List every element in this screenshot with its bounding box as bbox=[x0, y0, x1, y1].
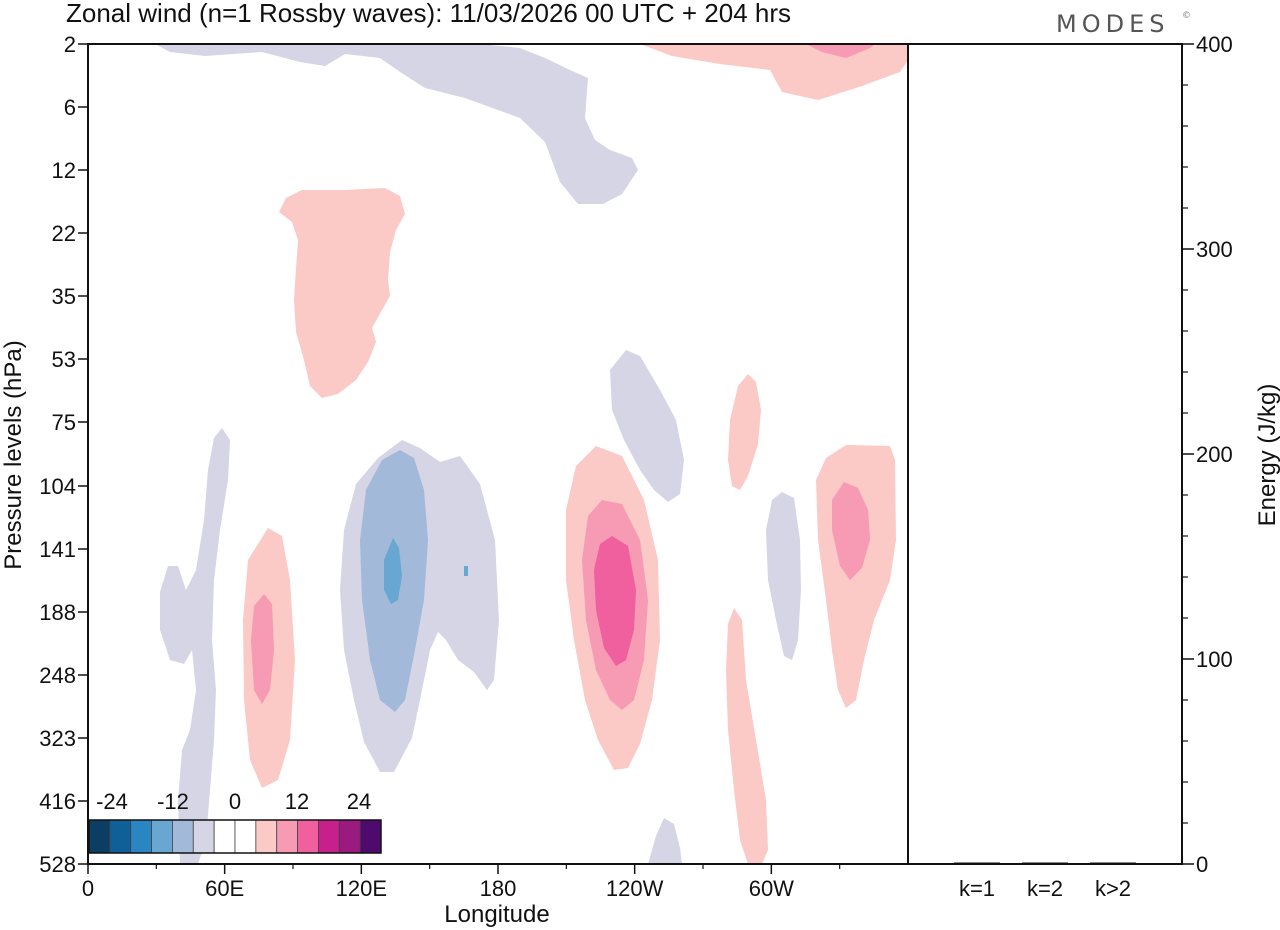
energy-tick-label: 0 bbox=[1196, 852, 1208, 877]
colorbar-swatch bbox=[88, 819, 111, 854]
colorbar-swatch bbox=[338, 819, 361, 854]
contour-neg-bottom bbox=[648, 818, 682, 864]
colorbar-swatch bbox=[172, 819, 194, 854]
contour-neg-left bbox=[160, 428, 230, 864]
longitude-tick-label: 60W bbox=[749, 876, 794, 901]
energy-bar-label: k=1 bbox=[959, 876, 995, 901]
contour-pos-strat bbox=[279, 188, 405, 398]
pressure-tick-label: 188 bbox=[39, 600, 76, 625]
colorbar-swatch bbox=[109, 819, 132, 854]
colorbar-swatch bbox=[192, 819, 215, 854]
longitude-tick-label: 120W bbox=[606, 876, 664, 901]
pressure-tick-label: 6 bbox=[64, 95, 76, 120]
colorbar-swatch bbox=[130, 819, 152, 854]
energy-bar bbox=[1022, 862, 1068, 864]
colorbar-swatch bbox=[359, 819, 382, 854]
pressure-tick-label: 22 bbox=[52, 221, 76, 246]
contour-neg-110w bbox=[610, 350, 684, 502]
pressure-tick-label: 53 bbox=[52, 347, 76, 372]
y-axis-label: Pressure levels (hPa) bbox=[0, 340, 27, 569]
energy-tick-label: 300 bbox=[1196, 237, 1233, 262]
contour-pos-70w bbox=[728, 374, 761, 490]
pressure-tick-label: 104 bbox=[39, 474, 76, 499]
longitude-tick-label: 120E bbox=[336, 876, 387, 901]
colorbar-swatch bbox=[276, 819, 298, 854]
pressure-tick-label: 528 bbox=[39, 852, 76, 877]
contour-neg-top-band bbox=[155, 44, 638, 204]
pressure-tick-label: 75 bbox=[52, 410, 76, 435]
pressure-tick-label: 416 bbox=[39, 789, 76, 814]
pressure-tick-label: 141 bbox=[39, 537, 76, 562]
colorbar-swatch bbox=[234, 819, 257, 854]
colorbar-swatch bbox=[151, 819, 173, 854]
contour-neg-40w bbox=[766, 492, 801, 660]
contour-field bbox=[155, 44, 908, 864]
pressure-tick-label: 35 bbox=[52, 284, 76, 309]
energy-bar bbox=[1090, 862, 1136, 864]
energy-bar-label: k>2 bbox=[1095, 876, 1131, 901]
colorbar-swatch bbox=[318, 819, 340, 854]
longitude-axis: 0 60E 120E 180 120W 60W bbox=[82, 864, 841, 901]
colorbar-label: -12 bbox=[157, 789, 189, 814]
contour-pos-top-right bbox=[640, 44, 908, 100]
energy-bar-label: k=2 bbox=[1027, 876, 1063, 901]
energy-bar bbox=[954, 862, 1000, 864]
energy-tick-label: 200 bbox=[1196, 442, 1233, 467]
colorbar-swatch bbox=[297, 819, 319, 854]
energy-axis-label: Energy (J/kg) bbox=[1254, 384, 1280, 527]
colorbar-swatch bbox=[213, 819, 236, 854]
pressure-tick-label: 323 bbox=[39, 726, 76, 751]
contour-pos-25w-core bbox=[832, 482, 870, 580]
energy-tick-label: 400 bbox=[1196, 32, 1233, 57]
colorbar-label: 0 bbox=[229, 789, 241, 814]
brand-logo: MODES bbox=[1056, 10, 1169, 38]
colorbar-label: 24 bbox=[347, 789, 371, 814]
brand-copyright-mark: © bbox=[1182, 11, 1191, 21]
colorbar-label: -24 bbox=[96, 789, 128, 814]
energy-axis: 0 100 200 300 400 bbox=[1182, 32, 1233, 877]
contour-pos-70w-low bbox=[726, 608, 768, 864]
colorbar-swatch bbox=[255, 819, 278, 854]
contour-neg-speck bbox=[464, 566, 468, 576]
contour-pos-top-right-core bbox=[806, 44, 875, 58]
longitude-tick-label: 180 bbox=[480, 876, 517, 901]
pressure-tick-label: 12 bbox=[52, 158, 76, 183]
pressure-axis: 2 6 12 22 35 53 75 104 141 188 248 323 4… bbox=[39, 32, 88, 877]
longitude-tick-label: 0 bbox=[82, 876, 94, 901]
longitude-tick-label: 60E bbox=[205, 876, 244, 901]
contour-pos-125w-core bbox=[594, 536, 636, 666]
contour-pos-75e-core bbox=[251, 594, 274, 704]
energy-tick-label: 100 bbox=[1196, 647, 1233, 672]
pressure-tick-label: 248 bbox=[39, 663, 76, 688]
x-axis-label: Longitude bbox=[444, 901, 549, 928]
chart-title: Zonal wind (n=1 Rossby waves): 11/03/202… bbox=[66, 0, 791, 28]
energy-bars: k=1 k=2 k>2 bbox=[954, 862, 1136, 901]
pressure-tick-label: 2 bbox=[64, 32, 76, 57]
colorbar-label: 12 bbox=[285, 789, 309, 814]
contour-neg-130e-core bbox=[384, 538, 402, 604]
